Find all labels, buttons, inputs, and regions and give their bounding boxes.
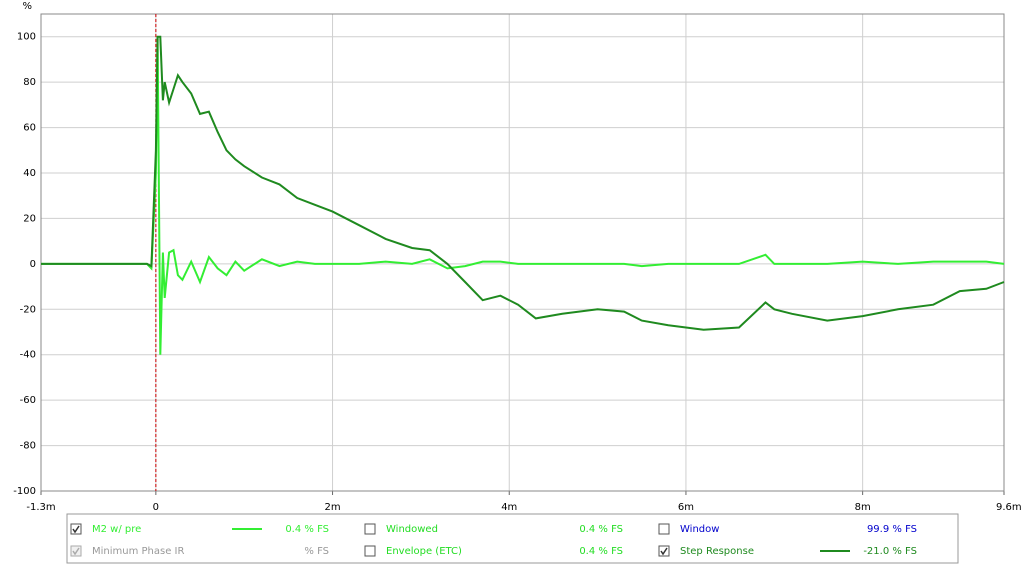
legend-label: Minimum Phase IR <box>92 546 185 557</box>
plot-border <box>40 13 1005 492</box>
checkmark <box>660 547 668 556</box>
legend-label: Envelope (ETC) <box>386 546 462 557</box>
y-tick-label: -60 <box>20 395 36 406</box>
y-tick-label: -100 <box>13 486 36 497</box>
y-axis-label: % <box>22 1 32 12</box>
legend-readout: 99.9 % FS <box>867 524 917 535</box>
legend-readout: % FS <box>304 546 329 557</box>
legend-readout: -21.0 % FS <box>863 546 917 557</box>
legend-readout: 0.4 % FS <box>285 524 329 535</box>
x-tick-label: -1.3m <box>26 502 55 513</box>
y-tick-label: 40 <box>23 168 36 179</box>
checkbox[interactable] <box>364 523 376 535</box>
y-tick-label: 100 <box>17 32 36 43</box>
legend-readout: 0.4 % FS <box>579 546 623 557</box>
x-tick-label: 4m <box>501 502 517 513</box>
legend-label: Step Response <box>680 546 754 557</box>
checkbox[interactable] <box>70 545 82 557</box>
checkmark <box>72 547 80 556</box>
checkbox[interactable] <box>658 523 670 535</box>
y-tick-label: 80 <box>23 77 36 88</box>
y-tick-label: -20 <box>20 304 36 315</box>
y-tick-label: -40 <box>20 350 36 361</box>
y-tick-label: -80 <box>20 441 36 452</box>
series-line <box>41 36 1005 355</box>
legend-label: M2 w/ pre <box>92 524 141 535</box>
legend-label: Window <box>680 524 719 535</box>
checkmark <box>72 525 80 534</box>
x-tick-label: 2m <box>324 502 340 513</box>
y-tick-label: 60 <box>23 123 36 134</box>
x-tick-label: 6m <box>678 502 694 513</box>
x-tick-label: 8m <box>855 502 871 513</box>
y-tick-label: 20 <box>23 213 36 224</box>
x-tick-label: 0 <box>153 502 159 513</box>
plot-area <box>41 14 1004 491</box>
checkbox[interactable] <box>658 545 670 557</box>
x-tick-label: 9.6m s <box>996 502 1024 513</box>
checkbox[interactable] <box>70 523 82 535</box>
legend-label: Windowed <box>386 524 438 535</box>
checkbox[interactable] <box>364 545 376 557</box>
y-tick-label: 0 <box>30 259 36 270</box>
legend-panel <box>66 513 959 564</box>
legend-readout: 0.4 % FS <box>579 524 623 535</box>
series-line <box>41 35 1005 331</box>
